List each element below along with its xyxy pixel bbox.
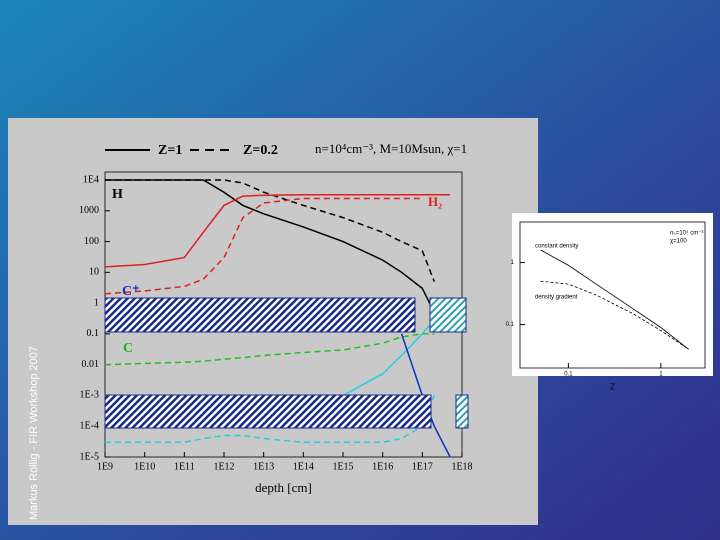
annotation: H (112, 187, 123, 202)
annotation: χ=100 (670, 239, 687, 245)
y-tick-label: 100 (84, 236, 99, 247)
hatched-box (429, 297, 467, 333)
x-tick-label: 1E12 (213, 461, 234, 472)
x-axis-label: depth [cm] (255, 480, 312, 495)
x-tick-label: 1 (659, 372, 663, 378)
y-tick-label: 1E-3 (80, 390, 99, 401)
hatched-box (104, 297, 416, 333)
hatched-box (455, 394, 469, 429)
y-tick-label: 1E-4 (80, 421, 99, 432)
annotation: constant density (535, 244, 578, 250)
x-tick-label: 1E10 (134, 461, 155, 472)
series-line (540, 249, 689, 350)
x-axis-label: Z (610, 382, 615, 391)
parameters: n=10⁴cm⁻³, M=10Msun, χ=1 (315, 141, 467, 156)
annotation: n₀=10⁴ cm⁻³ (670, 230, 703, 237)
y-tick-label: 1 (94, 297, 99, 308)
y-tick-label: 0.1 (506, 322, 515, 328)
series-line (104, 197, 423, 295)
y-tick-label: 0.1 (87, 328, 100, 339)
y-tick-label: 0.01 (82, 359, 100, 370)
series-line (342, 318, 435, 397)
series-line (105, 179, 435, 282)
x-tick-label: 1E9 (97, 461, 113, 472)
annotation: H₂ (428, 194, 442, 209)
legend-text: Z=0.2 (243, 143, 278, 158)
y-tick-label: 1E-5 (80, 451, 99, 462)
x-tick-label: 1E16 (372, 461, 393, 472)
hatched-box (104, 394, 432, 429)
x-tick-label: 1E14 (293, 461, 314, 472)
y-tick-label: 1000 (79, 205, 99, 216)
legend-text: Z=1 (158, 143, 182, 158)
series-line (104, 194, 451, 268)
annotation: C (123, 341, 133, 356)
x-tick-label: 1E18 (451, 461, 472, 472)
x-tick-label: 0.1 (564, 372, 573, 378)
x-tick-label: 1E11 (174, 461, 195, 472)
annotation: density gradient (535, 295, 578, 301)
series-line (540, 280, 689, 350)
x-tick-label: 1E15 (332, 461, 353, 472)
annotation: C⁺ (122, 284, 140, 299)
side-text: Markus Röllig - FIR Workshop 2007 (28, 346, 40, 520)
series-line (105, 179, 435, 313)
x-tick-label: 1E17 (412, 461, 433, 472)
y-tick-label: 10 (89, 267, 99, 278)
x-tick-label: 1E13 (253, 461, 274, 472)
y-tick-label: 1 (511, 260, 515, 266)
y-tick-label: 1E4 (83, 174, 99, 185)
